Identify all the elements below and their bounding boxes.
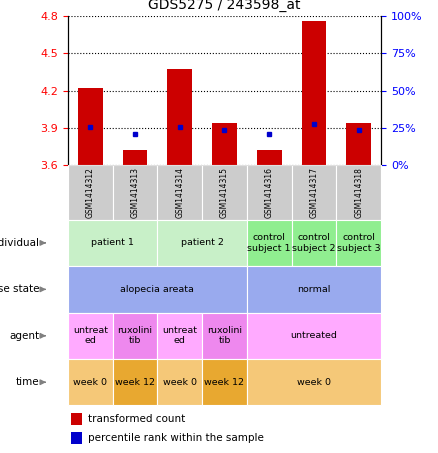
- Bar: [113, 165, 157, 220]
- Text: control
subject 1: control subject 1: [247, 233, 291, 253]
- Text: week 0: week 0: [297, 378, 331, 387]
- Text: transformed count: transformed count: [88, 414, 186, 424]
- Text: ruxolini
tib: ruxolini tib: [117, 326, 152, 346]
- Bar: [113, 313, 157, 359]
- Text: GSM1414314: GSM1414314: [175, 167, 184, 218]
- Text: control
subject 3: control subject 3: [337, 233, 381, 253]
- Text: untreated: untreated: [290, 331, 337, 340]
- Bar: [157, 359, 202, 405]
- Text: ruxolini
tib: ruxolini tib: [207, 326, 242, 346]
- Bar: [157, 165, 202, 220]
- Text: percentile rank within the sample: percentile rank within the sample: [88, 433, 264, 443]
- Bar: [68, 266, 247, 313]
- Bar: [157, 220, 247, 266]
- Text: week 12: week 12: [205, 378, 244, 387]
- Bar: [68, 220, 157, 266]
- Bar: [167, 69, 192, 165]
- Bar: [202, 359, 247, 405]
- Text: GSM1414315: GSM1414315: [220, 167, 229, 218]
- Bar: [202, 313, 247, 359]
- Bar: [257, 150, 282, 165]
- Text: GSM1414313: GSM1414313: [131, 167, 139, 218]
- Bar: [302, 21, 326, 165]
- Bar: [247, 313, 381, 359]
- Text: patient 2: patient 2: [180, 238, 223, 247]
- Text: GSM1414317: GSM1414317: [310, 167, 318, 218]
- Bar: [68, 359, 113, 405]
- Bar: [247, 266, 381, 313]
- Text: alopecia areata: alopecia areata: [120, 285, 194, 294]
- Title: GDS5275 / 243598_at: GDS5275 / 243598_at: [148, 0, 301, 12]
- Bar: [68, 165, 113, 220]
- Text: week 0: week 0: [163, 378, 197, 387]
- Text: patient 1: patient 1: [91, 238, 134, 247]
- Bar: [157, 313, 202, 359]
- Bar: [292, 220, 336, 266]
- Bar: [78, 88, 102, 165]
- Text: disease state: disease state: [0, 284, 39, 294]
- Text: time: time: [16, 377, 39, 387]
- Text: control
subject 2: control subject 2: [292, 233, 336, 253]
- Text: week 12: week 12: [115, 378, 155, 387]
- Text: GSM1414318: GSM1414318: [354, 167, 363, 218]
- Bar: [113, 359, 157, 405]
- Bar: [202, 165, 247, 220]
- Bar: [247, 359, 381, 405]
- Bar: [336, 220, 381, 266]
- Text: untreat
ed: untreat ed: [73, 326, 108, 346]
- Text: GSM1414316: GSM1414316: [265, 167, 274, 218]
- Bar: [292, 165, 336, 220]
- Text: GSM1414312: GSM1414312: [86, 167, 95, 218]
- Bar: [346, 123, 371, 165]
- Bar: [212, 123, 237, 165]
- Bar: [247, 165, 292, 220]
- Bar: [71, 432, 82, 444]
- Bar: [336, 165, 381, 220]
- Bar: [247, 220, 292, 266]
- Bar: [71, 413, 82, 425]
- Text: untreat
ed: untreat ed: [162, 326, 197, 346]
- Text: agent: agent: [9, 331, 39, 341]
- Bar: [68, 313, 113, 359]
- Text: normal: normal: [297, 285, 331, 294]
- Text: week 0: week 0: [73, 378, 107, 387]
- Text: individual: individual: [0, 238, 39, 248]
- Bar: [123, 150, 147, 165]
